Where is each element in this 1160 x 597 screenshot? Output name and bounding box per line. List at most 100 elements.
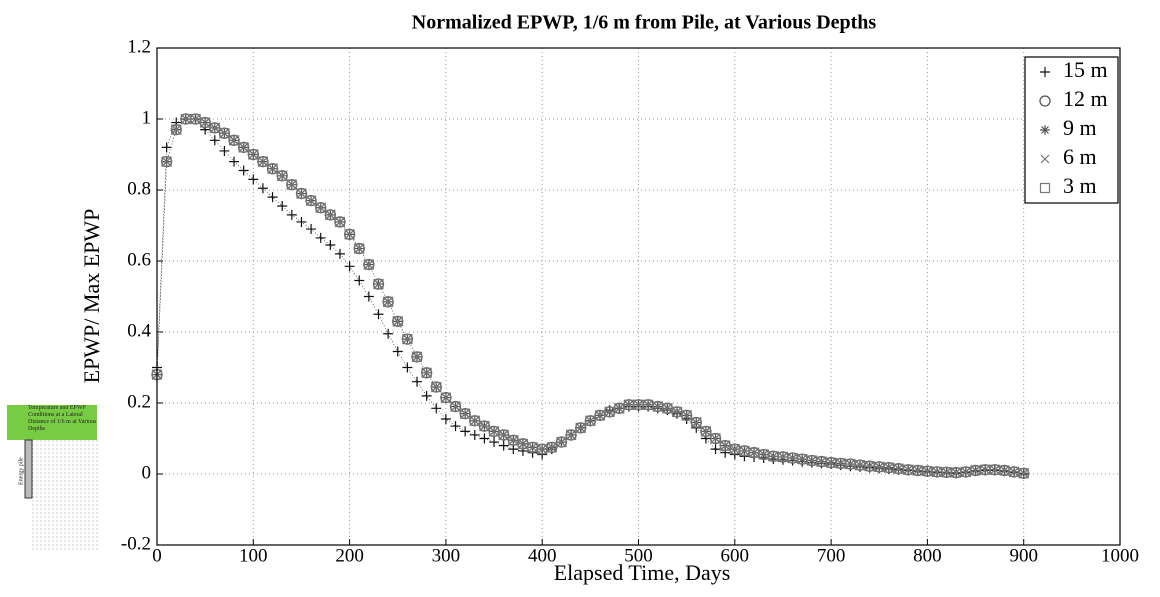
series xyxy=(151,113,1029,479)
marker-cross xyxy=(297,189,306,198)
marker-cross xyxy=(354,244,364,253)
y-tick-label: -0.2 xyxy=(121,533,151,554)
marker-square xyxy=(883,462,894,473)
marker-cross xyxy=(460,409,470,419)
marker-cross xyxy=(528,442,537,452)
marker-square xyxy=(277,170,288,181)
x-tick-label: 400 xyxy=(528,545,557,566)
pile xyxy=(24,439,33,499)
marker-square xyxy=(267,163,278,174)
marker-square xyxy=(893,463,904,474)
marker-cross xyxy=(768,451,778,461)
marker-cross xyxy=(740,446,749,456)
marker-square xyxy=(585,415,596,426)
marker-cross xyxy=(942,467,952,477)
marker-square xyxy=(864,461,875,472)
x-tick-label: 800 xyxy=(913,545,942,566)
marker-cross xyxy=(306,196,316,206)
marker-square xyxy=(460,408,471,419)
marker-square xyxy=(980,464,991,475)
marker-square xyxy=(951,467,962,478)
marker-cross xyxy=(239,142,249,152)
marker-square xyxy=(180,113,191,125)
x-tick-label: 600 xyxy=(721,545,750,566)
marker-cross xyxy=(1040,154,1050,164)
marker-cross xyxy=(200,118,210,127)
marker-cross xyxy=(951,468,961,478)
marker-square xyxy=(392,316,403,327)
marker-plus xyxy=(469,429,480,440)
marker-square xyxy=(854,460,866,471)
x-axis-label: Elapsed Time, Days xyxy=(554,560,731,585)
marker-square xyxy=(643,399,654,410)
y-tick-label: 0.4 xyxy=(127,320,151,341)
marker-square xyxy=(354,243,365,254)
x-tick-label: 0 xyxy=(152,545,162,566)
marker-plus xyxy=(344,261,355,272)
x-tick-label: 700 xyxy=(817,545,846,566)
marker-square xyxy=(941,467,952,478)
marker-cross xyxy=(345,229,355,239)
marker-square xyxy=(556,436,567,448)
marker-square xyxy=(527,442,538,453)
marker-cross xyxy=(624,400,634,410)
series xyxy=(152,114,1029,479)
marker-cross xyxy=(778,452,788,462)
x-tick-label: 300 xyxy=(432,545,461,566)
marker-cross xyxy=(691,418,701,427)
legend-label: 6 m xyxy=(1063,144,1097,169)
marker-square xyxy=(931,466,943,477)
marker-cross xyxy=(662,403,672,413)
marker-square xyxy=(517,438,529,449)
marker-cross xyxy=(335,217,345,227)
inset-figure: Temperature and EPWP Conditions at a Lat… xyxy=(7,405,100,552)
marker-cross xyxy=(682,411,692,420)
marker-cross xyxy=(817,457,826,466)
marker-cross xyxy=(402,334,412,344)
marker-square xyxy=(710,433,721,444)
marker-cross xyxy=(393,316,403,326)
marker-square xyxy=(305,195,317,206)
marker-square xyxy=(874,461,885,472)
marker-cross xyxy=(316,203,326,213)
marker-square xyxy=(575,422,586,433)
marker-plus xyxy=(373,309,384,320)
marker-cross xyxy=(595,411,605,420)
marker-square xyxy=(469,415,480,426)
marker-plus xyxy=(402,362,413,373)
marker-cross xyxy=(219,128,229,138)
marker-plus xyxy=(325,240,336,251)
marker-cross xyxy=(258,157,268,167)
marker-square xyxy=(565,429,577,441)
marker-square xyxy=(700,426,712,437)
marker-plus xyxy=(1040,67,1050,77)
marker-square xyxy=(806,455,817,466)
y-tick-label: 0.8 xyxy=(127,178,151,199)
marker-square xyxy=(748,447,760,458)
marker-cross xyxy=(268,164,277,174)
marker-square xyxy=(768,451,779,462)
marker-square xyxy=(912,465,923,476)
marker-plus xyxy=(257,183,268,194)
x-tick-label: 1000 xyxy=(1101,545,1139,566)
marker-plus xyxy=(354,275,365,286)
marker-cross xyxy=(865,461,875,471)
marker-square xyxy=(334,216,346,228)
marker-square xyxy=(248,149,259,160)
marker-square xyxy=(816,456,827,467)
marker-cross xyxy=(749,448,759,458)
marker-square xyxy=(383,296,394,307)
marker-plus xyxy=(421,390,432,401)
y-tick-label: 0 xyxy=(142,462,152,483)
marker-square xyxy=(604,406,615,417)
marker-square xyxy=(498,429,509,441)
marker-cross xyxy=(961,467,971,477)
marker-square xyxy=(171,124,182,135)
marker-cross xyxy=(980,465,990,475)
marker-plus xyxy=(286,209,297,220)
marker-plus xyxy=(440,413,451,424)
marker-square xyxy=(315,202,326,213)
marker-square xyxy=(238,142,249,153)
legend-label: 3 m xyxy=(1063,173,1097,198)
